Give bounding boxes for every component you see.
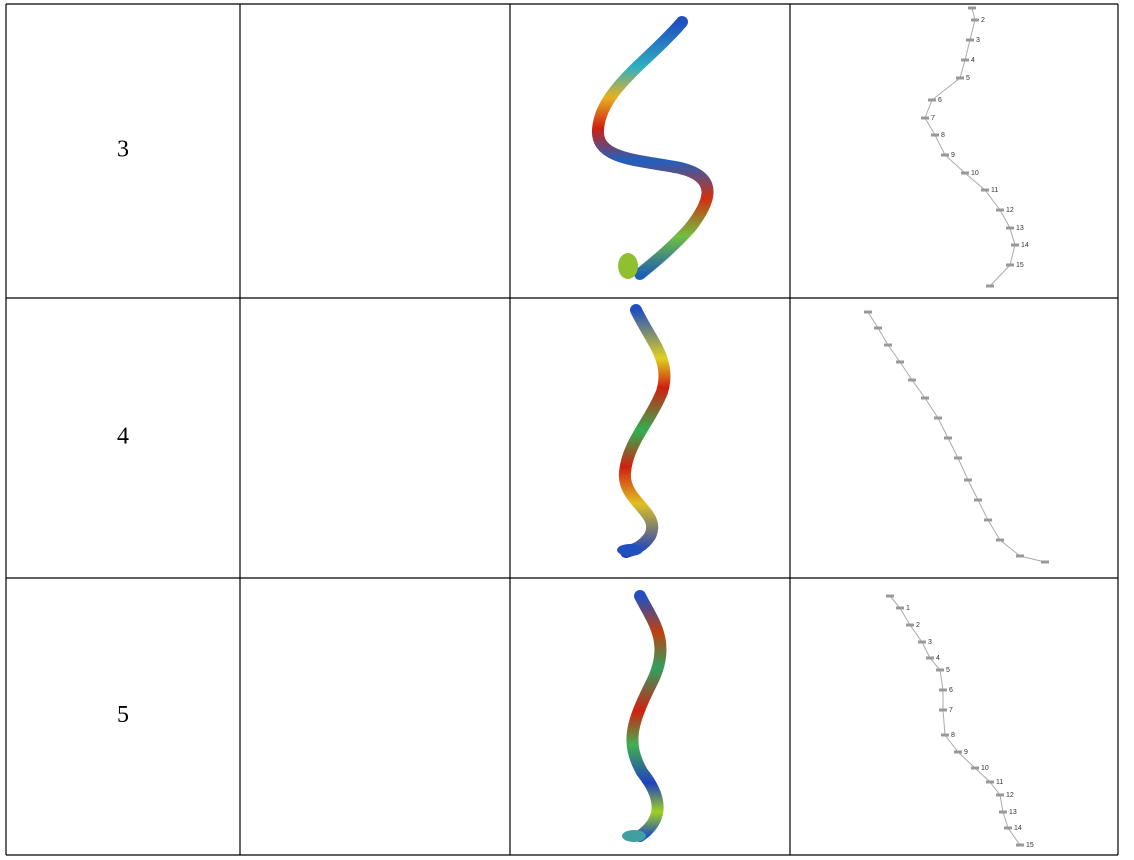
node-marker [936,669,944,672]
node-marker [944,437,952,440]
node-label: 8 [941,132,945,139]
tube-end [622,830,646,842]
node-marker [941,734,949,737]
node-marker [961,172,969,175]
node-marker [896,607,904,610]
node-label: 10 [971,170,979,177]
node-marker [931,134,939,137]
node-marker [981,189,989,192]
node-marker [996,794,1004,797]
node-label: 2 [916,622,920,629]
node-label: 9 [951,152,955,159]
node-marker [961,59,969,62]
node-label: 15 [1016,262,1024,269]
node-label: 14 [1014,825,1022,832]
node-label: 11 [991,187,998,194]
node-marker [974,499,982,502]
node-marker [896,361,904,364]
node-marker [971,767,979,770]
mode-shape-images [598,22,708,842]
node-marker [964,479,972,482]
row-number: 4 [117,424,129,450]
node-marker [928,99,936,102]
node-marker [921,117,929,120]
document-table: 3234567891011121314154512345678910111213… [0,0,1134,860]
node-marker [996,539,1004,542]
node-label: 7 [949,707,953,714]
node-marker [941,154,949,157]
node-marker [934,417,942,420]
node-marker [1016,555,1024,558]
node-diagram: 2 3 4 5 6 7 8 9 10 11 12 13 14 15 [921,7,1029,288]
node-label: 13 [1009,809,1017,816]
node-label: 2 [981,17,985,24]
node-marker [966,39,974,42]
node-marker [874,327,882,330]
row-number: 3 [117,137,129,163]
node-label: 7 [931,115,935,122]
node-marker [986,781,994,784]
node-diagram [864,311,1049,564]
node-line [868,312,1045,562]
node-marker [1016,844,1024,847]
node-label: 13 [1016,225,1024,232]
node-marker [918,641,926,644]
node-label: 4 [971,57,975,64]
node-marker [956,77,964,80]
node-line [925,8,1015,286]
node-marker [996,209,1004,212]
node-marker [1011,244,1019,247]
row-number: 5 [117,702,129,728]
node-label: 11 [996,779,1003,786]
node-label: 8 [951,732,955,739]
node-label: 14 [1021,242,1029,249]
node-marker [864,311,872,314]
node-marker [968,7,976,10]
node-marker [971,19,979,22]
node-marker [1006,227,1014,230]
table-borders [6,4,1118,855]
node-marker [986,285,994,288]
node-label: 1 [906,605,910,612]
node-marker [921,397,929,400]
node-label: 5 [966,75,970,82]
node-label: 5 [946,667,950,674]
node-marker [954,457,962,460]
node-marker [984,519,992,522]
node-marker [1006,264,1014,267]
node-marker [926,657,934,660]
node-marker [1041,561,1049,564]
node-marker [939,709,947,712]
node-label: 3 [976,37,980,44]
node-marker [906,624,914,627]
tube-end [618,253,638,279]
node-marker [884,344,892,347]
node-label: 3 [928,639,932,646]
node-marker [908,379,916,382]
node-label: 12 [1006,207,1014,214]
node-marker [954,751,962,754]
node-label: 6 [949,687,953,694]
node-marker [1004,827,1012,830]
tube-end [617,544,643,556]
node-label: 6 [938,97,942,104]
node-marker [999,811,1007,814]
node-label: 9 [964,749,968,756]
node-label: 12 [1006,792,1014,799]
node-label: 4 [936,655,940,662]
node-marker [939,689,947,692]
node-label: 10 [981,765,989,772]
node-label: 15 [1026,842,1034,849]
node-line [890,596,1020,845]
node-marker [886,595,894,598]
